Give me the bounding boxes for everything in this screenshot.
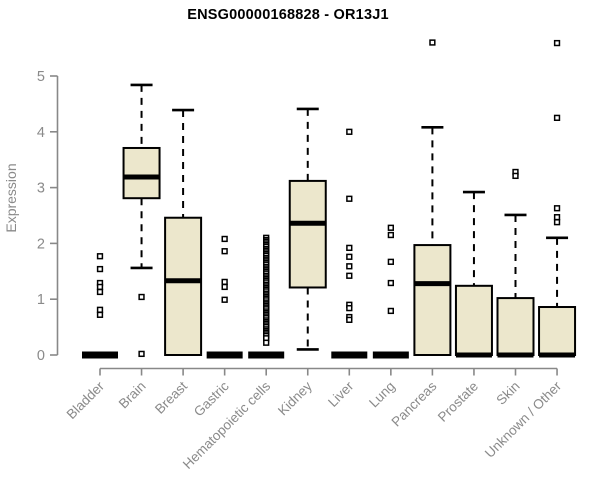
outlier-point bbox=[138, 350, 145, 358]
boxplot-breast bbox=[164, 108, 203, 356]
outlier-point bbox=[387, 258, 395, 265]
box bbox=[122, 146, 161, 200]
outlier-point bbox=[387, 224, 395, 231]
boxplot-unknown-other bbox=[538, 39, 577, 358]
x-tick-label: Liver bbox=[325, 378, 357, 410]
outlier-point bbox=[96, 311, 104, 318]
outlier-point bbox=[346, 128, 353, 135]
outlier-point bbox=[346, 304, 353, 312]
outlier-point bbox=[387, 307, 395, 315]
outlier-point bbox=[346, 272, 353, 279]
outlier-point bbox=[96, 288, 104, 296]
outlier-point bbox=[346, 244, 353, 252]
x-tick-label: Bladder bbox=[64, 378, 108, 422]
outlier-point bbox=[138, 293, 145, 301]
boxplot-hematopoietic-cells bbox=[248, 234, 285, 359]
y-tick-label: 0 bbox=[37, 348, 45, 364]
outlier-point bbox=[221, 278, 228, 286]
boxplot-pancreas bbox=[413, 39, 452, 357]
outlier-point bbox=[512, 172, 519, 180]
outlier-point bbox=[221, 296, 228, 303]
box bbox=[496, 297, 535, 357]
boxplot-liver bbox=[331, 128, 368, 359]
y-tick-label: 2 bbox=[37, 236, 45, 252]
y-tick-label: 1 bbox=[37, 292, 45, 308]
x-tick-label: Breast bbox=[152, 378, 190, 416]
outlier-point bbox=[346, 316, 353, 323]
box bbox=[538, 306, 577, 356]
outlier-point bbox=[553, 219, 561, 226]
boxplot-gastric bbox=[206, 235, 243, 359]
x-tick-label: Pancreas bbox=[389, 378, 440, 429]
outlier-point bbox=[96, 253, 104, 260]
outlier-point bbox=[96, 306, 104, 313]
y-tick-label: 4 bbox=[37, 125, 45, 141]
boxplot-lung bbox=[372, 224, 409, 359]
outlier-point bbox=[553, 39, 561, 47]
box bbox=[288, 179, 327, 289]
x-tick-label: Prostate bbox=[435, 379, 481, 425]
x-tick-label: Gastric bbox=[191, 378, 232, 419]
x-tick-label: Unknown / Other bbox=[482, 378, 565, 461]
box bbox=[413, 244, 452, 357]
outlier-point bbox=[96, 283, 104, 291]
outlier-point bbox=[387, 279, 395, 287]
chart-title: ENSG00000168828 - OR13J1 bbox=[187, 7, 389, 23]
outlier-point bbox=[346, 195, 353, 202]
x-tick-label: Lung bbox=[366, 379, 398, 411]
boxplot-brain bbox=[122, 83, 161, 358]
outlier-point bbox=[429, 39, 436, 46]
y-tick-label: 5 bbox=[37, 69, 45, 85]
outlier-point bbox=[221, 248, 228, 255]
boxplot-skin bbox=[496, 168, 535, 358]
box bbox=[454, 284, 493, 357]
outlier-point bbox=[346, 253, 353, 260]
outlier-point bbox=[346, 263, 353, 270]
boxplot-bladder bbox=[82, 253, 118, 359]
box bbox=[164, 216, 203, 356]
outlier-point bbox=[553, 114, 561, 121]
outlier-point bbox=[96, 265, 104, 273]
boxplot-prostate bbox=[454, 190, 493, 358]
x-tick-label: Kidney bbox=[275, 378, 315, 418]
boxplot-kidney bbox=[288, 107, 327, 351]
outlier-point bbox=[553, 205, 561, 212]
outlier-point bbox=[387, 231, 395, 239]
outlier-point bbox=[263, 339, 270, 346]
x-tick-label: Skin bbox=[493, 379, 522, 408]
outlier-point bbox=[221, 283, 228, 291]
y-tick-label: 3 bbox=[37, 181, 45, 197]
x-tick-label: Brain bbox=[116, 379, 149, 412]
outlier-point bbox=[221, 235, 228, 243]
outlier-point bbox=[553, 214, 561, 221]
